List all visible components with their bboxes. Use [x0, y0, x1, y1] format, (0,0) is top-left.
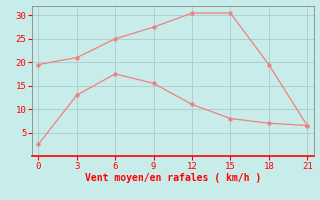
X-axis label: Vent moyen/en rafales ( km/h ): Vent moyen/en rafales ( km/h )	[85, 173, 261, 183]
